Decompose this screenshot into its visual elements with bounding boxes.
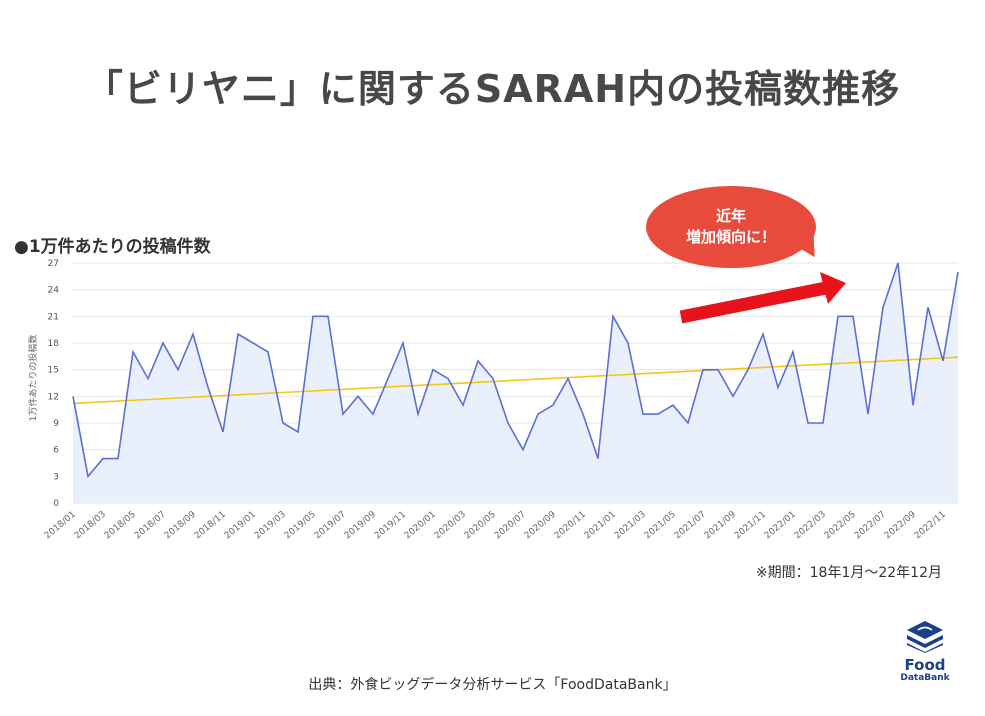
- x-tick-label: 2019/03: [253, 510, 288, 542]
- x-tick-label: 2021/03: [613, 510, 648, 542]
- arrow-head: [820, 272, 846, 304]
- page-title: 「ビリヤニ」に関するSARAH内の投稿数推移: [84, 67, 901, 111]
- x-tick-label: 2019/05: [283, 510, 318, 542]
- x-tick-label: 2021/07: [673, 510, 708, 542]
- x-axis-ticks: 2018/012018/032018/052018/072018/092018/…: [43, 509, 948, 541]
- period-note: ※期間：18年1月～22年12月: [755, 565, 942, 581]
- callout-line-1: 近年: [715, 207, 746, 225]
- x-tick-label: 2019/07: [313, 510, 348, 542]
- y-tick-label: 9: [53, 419, 59, 429]
- y-tick-label: 27: [48, 259, 59, 269]
- x-tick-label: 2020/11: [553, 510, 588, 542]
- y-tick-label: 3: [53, 472, 59, 482]
- y-tick-label: 18: [48, 339, 60, 349]
- series-line: [72, 262, 959, 479]
- x-tick-label: 2020/05: [463, 510, 498, 542]
- y-axis-label: 1万件あたりの投稿数: [27, 335, 39, 422]
- logo-name: Food: [904, 656, 946, 674]
- source-note: 出典：外食ビッグデータ分析サービス「FoodDataBank」: [308, 677, 677, 693]
- x-tick-label: 2018/01: [43, 510, 78, 542]
- chart-subtitle: ●1万件あたりの投稿件数: [14, 237, 211, 257]
- y-tick-label: 6: [53, 446, 59, 456]
- y-axis-ticks: 0 3 6 9 12 15 18 21 24 27: [48, 259, 60, 509]
- x-tick-label: 2020/09: [523, 509, 558, 541]
- y-tick-label: 15: [48, 366, 59, 376]
- x-tick-label: 2018/03: [73, 510, 108, 542]
- trend-line: [72, 356, 959, 405]
- callout-line-2: 増加傾向に！: [685, 228, 776, 246]
- logo-icon: [907, 621, 943, 653]
- x-tick-label: 2020/01: [403, 510, 438, 542]
- increase-arrow: [679, 272, 846, 324]
- x-tick-label: 2018/09: [163, 509, 198, 541]
- x-tick-label: 2019/01: [223, 510, 258, 542]
- y-tick-label: 12: [48, 392, 59, 402]
- x-tick-label: 2018/07: [133, 510, 168, 542]
- x-tick-label: 2022/11: [913, 510, 948, 542]
- x-tick-label: 2022/01: [763, 510, 798, 542]
- x-tick-label: 2021/05: [643, 510, 678, 542]
- x-tick-label: 2019/11: [373, 510, 408, 542]
- x-tick-label: 2019/09: [343, 509, 378, 541]
- x-tick-label: 2021/11: [733, 510, 768, 542]
- fooddatabank-logo: Food DataBank: [893, 619, 957, 684]
- y-tick-label: 0: [53, 499, 59, 509]
- arrow-shaft: [679, 281, 828, 324]
- x-tick-label: 2018/11: [193, 510, 228, 542]
- x-tick-label: 2020/03: [433, 510, 468, 542]
- x-tick-label: 2018/05: [103, 510, 138, 542]
- x-tick-label: 2022/03: [793, 510, 828, 542]
- x-tick-label: 2022/05: [823, 510, 858, 542]
- x-tick-label: 2022/07: [853, 510, 888, 542]
- y-tick-label: 21: [48, 312, 59, 322]
- y-tick-label: 24: [48, 286, 60, 296]
- logo-subname: DataBank: [900, 673, 950, 683]
- x-tick-label: 2022/09: [883, 509, 918, 541]
- x-tick-label: 2021/01: [583, 510, 618, 542]
- callout-bubble: 近年 増加傾向に！: [646, 186, 816, 268]
- x-tick-label: 2020/07: [493, 510, 528, 542]
- area-fill: [73, 263, 958, 503]
- x-tick-label: 2021/09: [703, 509, 738, 541]
